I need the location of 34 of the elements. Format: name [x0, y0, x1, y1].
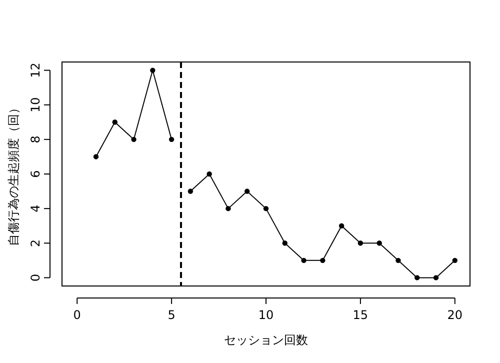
point [263, 206, 269, 212]
point [168, 136, 174, 142]
point [188, 188, 194, 194]
point [376, 240, 382, 246]
point [358, 240, 364, 246]
y-tick-label: 10 [28, 97, 42, 113]
point [131, 136, 136, 142]
point [414, 275, 420, 280]
y-tick-label: 12 [28, 62, 42, 78]
point [93, 154, 99, 160]
y-tick-label: 8 [28, 136, 42, 144]
y-tick-label: 4 [28, 204, 42, 212]
y-tick-label: 0 [28, 274, 42, 282]
point [150, 68, 156, 73]
point [433, 275, 439, 280]
point [226, 206, 231, 212]
point [112, 120, 118, 125]
x-axis-title: セッション回数 [224, 333, 308, 347]
x-tick-label: 15 [352, 308, 368, 322]
point [338, 223, 344, 228]
point [396, 258, 401, 264]
y-tick-label: 6 [28, 170, 42, 178]
point [282, 240, 288, 246]
y-axis-title: 自傷行為の生起頻度（回） [6, 102, 20, 246]
point [244, 188, 250, 194]
point [320, 258, 326, 264]
x-tick-label: 20 [447, 308, 463, 322]
x-tick-label: 0 [73, 308, 81, 322]
y-tick-label: 2 [28, 239, 42, 247]
point [452, 258, 458, 264]
x-tick-label: 5 [168, 308, 176, 322]
point [301, 258, 306, 264]
x-tick-label: 10 [258, 308, 274, 322]
point [206, 171, 212, 177]
